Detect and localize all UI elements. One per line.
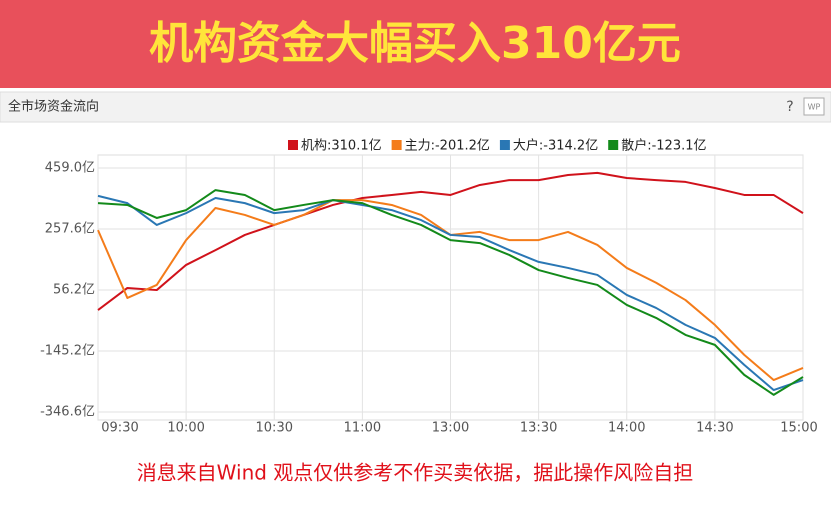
y-tick-label: -145.2亿 [40,344,95,359]
y-tick-label: 56.2亿 [53,283,95,298]
panel-header [0,91,831,123]
y-tick-label: -346.6亿 [40,405,95,420]
legend-label: 散户:-123.1亿 [621,138,706,154]
legend-label: 主力:-201.2亿 [405,139,490,154]
y-tick-label: 257.6亿 [45,222,95,237]
series-line [97,194,804,392]
badge-box[interactable] [803,97,825,116]
legend-label: 大户:-314.2亿 [513,138,598,154]
footer-text: 消息来自Wind 观点仅供参考不作买卖依据，据此操作风险自担 [137,461,694,485]
x-tick-label: 09:30 [101,421,138,436]
x-tick-label: 11:00 [344,421,381,436]
legend-swatch [608,140,619,150]
series-line [97,189,804,396]
x-tick-label: 15:00 [780,421,817,436]
x-tick-label: 10:30 [256,421,293,436]
x-tick-label: 14:30 [696,421,733,436]
legend-swatch [391,140,402,150]
x-tick-label: 10:00 [167,421,204,436]
legend-swatch [288,140,298,150]
badge[interactable]: WP [808,103,821,112]
legend-swatch [499,140,510,150]
x-tick-label: 14:00 [608,421,645,436]
help-icon[interactable]: ? [786,99,793,115]
panel-title: 全市场资金流向 [8,99,99,115]
series-line [97,171,804,311]
x-tick-label: 13:30 [520,421,557,436]
banner-title: 机构资金大幅买入310亿元 [149,18,681,69]
x-tick-label: 13:00 [432,421,469,436]
legend-label: 机构:310.1亿 [301,139,382,154]
y-tick-label: 459.0亿 [45,161,95,176]
legend: 机构:310.1亿 主力:-201.2亿 大户:-314.2亿 散户:-123.1亿 [288,138,707,154]
banner [0,0,831,88]
